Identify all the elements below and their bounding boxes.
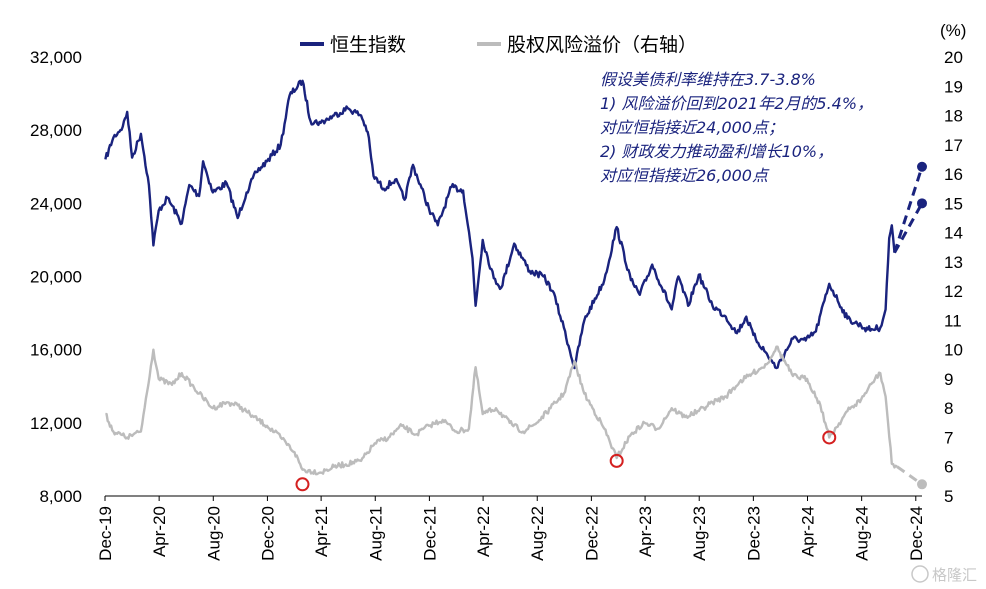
x-tick-label: Apr-20 bbox=[150, 506, 169, 557]
x-tick-label: Dec-21 bbox=[420, 506, 439, 561]
axes: 8,000 12,000 16,000 20,000 24,000 28,000 32,00… bbox=[30, 21, 966, 561]
y-left-tick-label: 32,000 bbox=[30, 48, 82, 67]
y-left-tick-label: 12,000 bbox=[30, 414, 82, 433]
x-tick-label: Aug-23 bbox=[690, 506, 709, 561]
x-tick-label: Dec-24 bbox=[907, 506, 926, 561]
y-left-tick-label: 16,000 bbox=[30, 341, 82, 360]
annotation-line: 对应恒指接近24,000点； bbox=[600, 118, 784, 137]
marker-red-circle-0 bbox=[295, 477, 310, 492]
legend-label: 恒生指数 bbox=[330, 34, 406, 56]
marker-dot-4 bbox=[917, 198, 927, 209]
x-tick-label: Aug-22 bbox=[528, 506, 547, 561]
legend: 恒生指数 股权风险溢价（右轴） bbox=[300, 34, 697, 56]
y-left-tick-label: 24,000 bbox=[30, 194, 82, 213]
x-tick-label: Aug-20 bbox=[204, 506, 223, 561]
y-right-tick-label: 9 bbox=[944, 370, 953, 389]
x-tick-label: Apr-24 bbox=[799, 506, 818, 557]
y-right-tick-label: 17 bbox=[944, 136, 963, 155]
watermark: 格隆汇 bbox=[911, 565, 977, 584]
x-tick-label: Dec-22 bbox=[582, 506, 601, 561]
marker-red-circle-2 bbox=[822, 430, 837, 445]
y-right-tick-label: 18 bbox=[944, 107, 963, 126]
annotation: 假设美债利率维持在3.7-3.8% 1) 风险溢价回到2021年2月的5.4%， 对… bbox=[600, 70, 873, 185]
y-right-tick-label: 7 bbox=[944, 428, 953, 447]
annotation-line: 假设美债利率维持在3.7-3.8% bbox=[600, 70, 816, 89]
y-right-tick-label: 19 bbox=[944, 77, 963, 96]
watermark-text: 格隆汇 bbox=[932, 566, 977, 584]
x-tick-label: Apr-23 bbox=[636, 506, 655, 557]
series-layer bbox=[104, 79, 924, 486]
annotation-line: 1) 风险溢价回到2021年2月的5.4%， bbox=[600, 94, 873, 113]
marker-red-circle-1 bbox=[609, 453, 624, 468]
x-tick-label: Apr-22 bbox=[474, 506, 493, 557]
marker-dot-3 bbox=[917, 161, 927, 172]
series-line-2 bbox=[893, 166, 924, 254]
y-right-tick-label: 5 bbox=[944, 487, 953, 506]
y-right-tick-label: 13 bbox=[944, 253, 963, 272]
y-right-tick-label: 11 bbox=[944, 311, 962, 330]
series-line-3 bbox=[893, 202, 924, 254]
y-right-tick-label: 6 bbox=[944, 458, 953, 477]
x-tick-label: Aug-21 bbox=[366, 506, 385, 561]
legend-label: 股权风险溢价（右轴） bbox=[507, 34, 697, 56]
watermark-logo-icon bbox=[911, 565, 929, 583]
marker-layer bbox=[295, 161, 927, 492]
marker-dot-5 bbox=[917, 479, 927, 490]
series-line-4 bbox=[896, 465, 923, 486]
x-tick-label: Dec-19 bbox=[96, 506, 115, 561]
series-line-0 bbox=[104, 79, 896, 370]
series-line-1 bbox=[105, 345, 898, 476]
annotation-line: 2) 财政发力推动盈利增长10%， bbox=[600, 142, 833, 161]
y-right-tick-label: 15 bbox=[944, 194, 963, 213]
y-right-tick-label: 8 bbox=[944, 399, 953, 418]
y-right-tick-label: 14 bbox=[944, 224, 963, 243]
x-tick-label: Apr-21 bbox=[312, 506, 331, 557]
x-tick-label: Dec-23 bbox=[744, 506, 763, 561]
x-tick-label: Aug-24 bbox=[853, 506, 872, 561]
annotation-line: 对应恒指接近26,000点 bbox=[600, 166, 770, 185]
y-right-tick-label: 16 bbox=[944, 165, 963, 184]
y-left-tick-label: 8,000 bbox=[39, 487, 82, 506]
y-right-tick-label: 12 bbox=[944, 282, 963, 301]
y-right-tick-label: 20 bbox=[944, 48, 963, 67]
x-tick-label: Dec-20 bbox=[258, 506, 277, 561]
y-left-tick-label: 20,000 bbox=[30, 268, 82, 287]
y-left-tick-label: 28,000 bbox=[30, 121, 82, 140]
y-right-tick-label: 10 bbox=[944, 341, 963, 360]
y-right-unit-label: (%) bbox=[940, 21, 966, 40]
